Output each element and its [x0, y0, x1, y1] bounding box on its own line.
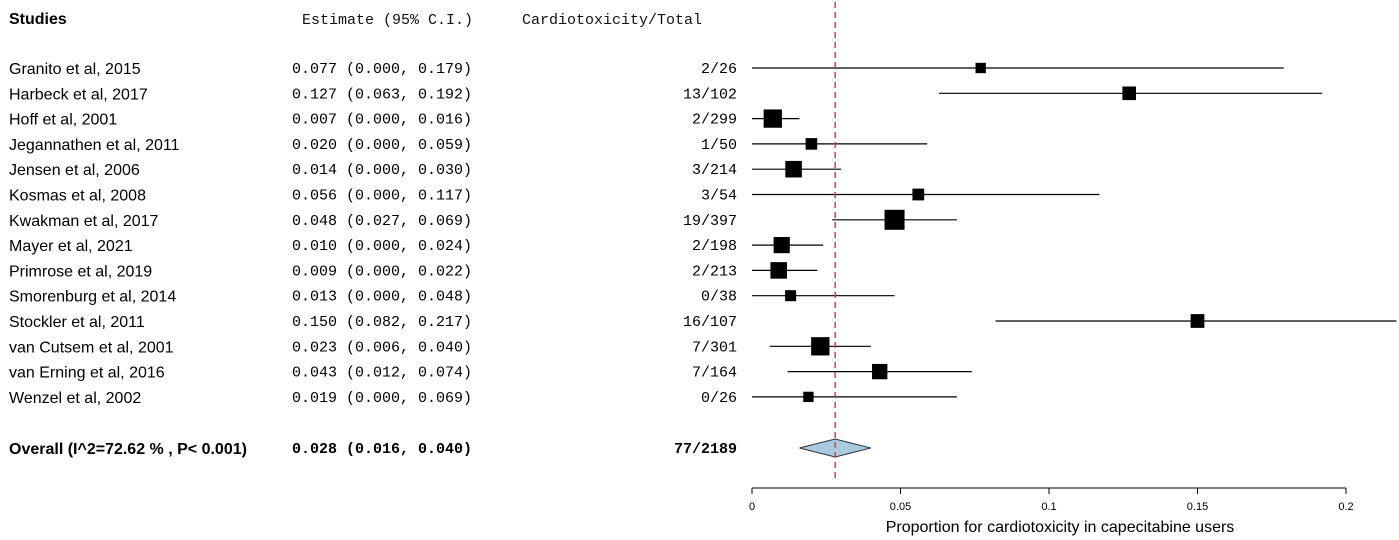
x-tick-label: 0.2 [1338, 501, 1353, 513]
point-estimate-square [785, 290, 797, 302]
study-events: 7/164 [692, 365, 737, 382]
study-estimate-ci: 0.013 (0.000, 0.048) [292, 289, 472, 306]
study-row: Granito et al, 2015 0.077 (0.000, 0.179) 2… [9, 61, 737, 78]
study-label: Smorenburg et al, 2014 [9, 289, 176, 306]
overall-estimate-ci: 0.028 (0.016, 0.040) [292, 441, 472, 458]
study-row: Harbeck et al, 2017 0.127 (0.063, 0.192) 1… [9, 86, 737, 103]
study-events: 2/26 [701, 61, 737, 78]
study-estimate-ci: 0.007 (0.000, 0.016) [292, 112, 472, 129]
study-events: 2/198 [692, 238, 737, 255]
study-estimate-ci: 0.077 (0.000, 0.179) [292, 61, 472, 78]
study-row: Kosmas et al, 2008 0.056 (0.000, 0.117) 3/… [9, 188, 737, 205]
point-estimate-square [773, 237, 790, 254]
overall-label: Overall (I^2=72.62 % , P< 0.001) [9, 441, 247, 458]
overall-events: 77/2189 [674, 441, 737, 458]
point-estimate-square [803, 391, 814, 403]
study-label: van Cutsem et al, 2001 [9, 339, 174, 356]
study-row: Hoff et al, 2001 0.007 (0.000, 0.016) 2/29… [9, 112, 737, 129]
header-studies: Studies [9, 11, 67, 28]
study-row: van Cutsem et al, 2001 0.023 (0.006, 0.04… [9, 339, 737, 356]
study-estimate-ci: 0.020 (0.000, 0.059) [292, 137, 472, 154]
study-events: 19/397 [683, 213, 737, 230]
study-label: van Erning et al, 2016 [9, 365, 165, 382]
study-label: Granito et al, 2015 [9, 61, 141, 78]
study-label: Kwakman et al, 2017 [9, 213, 159, 230]
study-label: Hoff et al, 2001 [9, 112, 117, 129]
point-estimate-square [975, 62, 986, 74]
study-row: Smorenburg et al, 2014 0.013 (0.000, 0.04… [9, 289, 737, 306]
study-estimate-ci: 0.127 (0.063, 0.192) [292, 86, 472, 103]
study-label: Primrose et al, 2019 [9, 263, 152, 280]
study-estimate-ci: 0.043 (0.012, 0.074) [292, 365, 472, 382]
study-estimate-ci: 0.023 (0.006, 0.040) [292, 339, 472, 356]
study-label: Kosmas et al, 2008 [9, 188, 146, 205]
study-label: Mayer et al, 2021 [9, 238, 133, 255]
study-label: Harbeck et al, 2017 [9, 86, 148, 103]
study-row: Kwakman et al, 2017 0.048 (0.027, 0.069) 1… [9, 213, 737, 230]
study-row: van Erning et al, 2016 0.043 (0.012, 0.07… [9, 365, 737, 382]
study-row: Jegannathen et al, 2011 0.020 (0.000, 0.0… [9, 137, 737, 154]
study-row: Mayer et al, 2021 0.010 (0.000, 0.024) 2/1… [9, 238, 737, 255]
point-estimate-square [884, 209, 905, 230]
point-estimate-square [763, 109, 782, 128]
overall-row: Overall (I^2=72.62 % , P< 0.001) 0.028 (0… [9, 441, 737, 458]
point-estimate-square [811, 337, 830, 356]
point-estimate-square [805, 138, 818, 150]
x-tick-label: 0.05 [890, 501, 911, 513]
x-tick-label: 0.1 [1041, 501, 1056, 513]
study-events: 2/213 [692, 263, 737, 280]
study-row: Stockler et al, 2011 0.150 (0.082, 0.217)… [9, 314, 737, 331]
study-row: Wenzel et al, 2002 0.019 (0.000, 0.069) 0/… [9, 390, 737, 407]
study-events: 0/26 [701, 390, 737, 407]
x-tick-label: 0 [749, 501, 755, 513]
x-tick-label: 0.15 [1187, 501, 1208, 513]
point-estimate-square [1122, 86, 1136, 101]
study-events: 13/102 [683, 86, 737, 103]
study-events: 1/50 [701, 137, 737, 154]
header-estimate: Estimate (95% C.I.) [302, 12, 473, 29]
study-label: Jegannathen et al, 2011 [9, 137, 180, 154]
plot-area [752, 2, 1397, 482]
point-estimate-square [872, 363, 888, 380]
point-estimate-square [1190, 314, 1205, 328]
study-label: Stockler et al, 2011 [9, 314, 145, 331]
study-label: Jensen et al, 2006 [9, 162, 140, 179]
study-estimate-ci: 0.019 (0.000, 0.069) [292, 390, 472, 407]
study-label: Wenzel et al, 2002 [9, 390, 141, 407]
point-estimate-square [785, 160, 802, 178]
point-estimate-square [912, 188, 925, 201]
x-axis: 0 0.05 0.1 0.15 0.2 Proportion for cardiotoxi… [749, 487, 1354, 536]
study-events: 2/299 [692, 112, 737, 129]
study-estimate-ci: 0.009 (0.000, 0.022) [292, 263, 472, 280]
study-estimate-ci: 0.048 (0.027, 0.069) [292, 213, 472, 230]
study-rows: Granito et al, 2015 0.077 (0.000, 0.179) 2… [9, 61, 737, 407]
study-events: 7/301 [692, 339, 737, 356]
study-events: 0/38 [701, 289, 737, 306]
study-events: 3/214 [692, 162, 737, 179]
point-estimate-square [770, 262, 787, 279]
x-axis-title: Proportion for cardiotoxicity in capecit… [886, 519, 1235, 536]
header-events: Cardiotoxicity/Total [522, 12, 702, 29]
study-row: Jensen et al, 2006 0.014 (0.000, 0.030) 3/… [9, 162, 737, 179]
study-events: 3/54 [701, 188, 737, 205]
study-estimate-ci: 0.010 (0.000, 0.024) [292, 238, 472, 255]
study-events: 16/107 [683, 314, 737, 331]
study-estimate-ci: 0.150 (0.082, 0.217) [292, 314, 472, 331]
study-estimate-ci: 0.014 (0.000, 0.030) [292, 162, 472, 179]
study-estimate-ci: 0.056 (0.000, 0.117) [292, 188, 472, 205]
study-row: Primrose et al, 2019 0.009 (0.000, 0.022)… [9, 263, 737, 280]
